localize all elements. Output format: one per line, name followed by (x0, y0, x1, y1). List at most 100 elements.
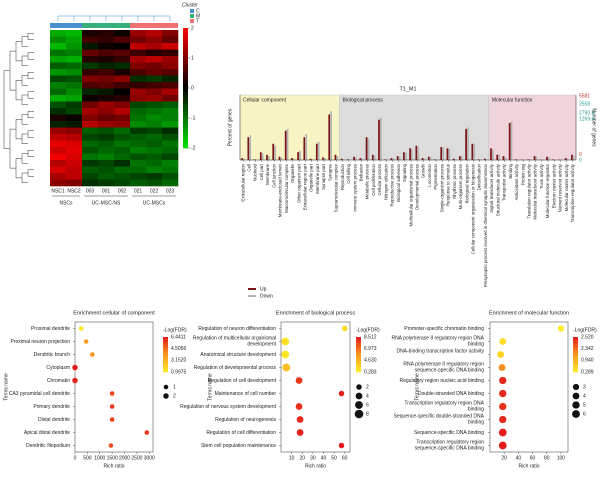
heatmap-cell (66, 179, 83, 187)
heatmap-cell (50, 108, 67, 115)
heatmap-cell (114, 153, 131, 161)
heatmap-cell (146, 114, 163, 122)
colorbar-step (183, 96, 188, 101)
heatmap-cell (98, 95, 115, 102)
term-label: Regulatory region nucleic acid binding (400, 378, 485, 384)
heatmap-cell (98, 127, 115, 135)
bar (378, 119, 380, 160)
heatmap-cell (82, 30, 99, 37)
x-tick-label: Presynaptic process involved in chemical… (483, 163, 488, 287)
x-tick-label: Synapse part (321, 163, 326, 190)
colorbar-step (573, 351, 578, 354)
colorbar-step (183, 68, 188, 73)
heatmap-cell (162, 62, 179, 70)
term-label: Transcription regulatory region sequence… (413, 440, 484, 452)
heatmap-cell (50, 49, 67, 57)
x-axis-label: Rich ratio (103, 463, 124, 469)
colorbar-step (573, 367, 578, 370)
size-legend-label: 5 (583, 402, 586, 408)
heatmap-cell (82, 114, 99, 122)
x-tick-label: 2500 (131, 455, 142, 461)
heatmap-cell (130, 43, 147, 50)
heatmap-cell (98, 36, 115, 44)
colorbar-step (163, 366, 168, 368)
colorbar-step (183, 92, 188, 97)
heatmap-cell (98, 108, 115, 115)
x-tick-label: Cellular process (377, 163, 382, 195)
bar (380, 117, 382, 160)
colorbar-step (183, 40, 188, 45)
term-label: Proximal dendrite (31, 326, 70, 332)
bar (415, 145, 418, 160)
colorbar-step (163, 337, 168, 339)
colorbar-label: 2.342 (581, 346, 594, 352)
x-tick-label: Reproductive process (390, 163, 395, 206)
x-tick-label: 1500 (107, 455, 118, 461)
x-tick-label: Translation regulator activity (526, 163, 531, 219)
x-tick-label: Cell proliferation (371, 163, 376, 195)
colorbar-step (356, 350, 361, 352)
x-tick-label: Organelle (290, 163, 295, 183)
x-tick-label: Extracellular region part (302, 163, 307, 210)
bar (390, 158, 393, 160)
colorbar-step (163, 353, 168, 355)
heatmap-cell (146, 173, 163, 180)
heatmap-cell (98, 153, 115, 161)
heatmap-cell (162, 43, 179, 50)
legend-label: M (196, 13, 200, 19)
bar (529, 159, 532, 160)
bar (460, 156, 463, 160)
colorbar-label: 1 (191, 55, 194, 61)
colorbar-step (573, 364, 578, 367)
x-tick-label: 60 (342, 455, 348, 461)
colorbar-step (183, 132, 188, 137)
colorbar-step (356, 341, 361, 344)
bar (384, 159, 387, 160)
x-tick-label: 40 (516, 455, 522, 461)
bubble (338, 390, 345, 397)
colorbar-step (573, 357, 578, 360)
y-axis-label: Terms name (3, 373, 9, 401)
x-tick-label: 40 (321, 455, 327, 461)
bar (328, 114, 331, 160)
heatmap-cell (162, 30, 179, 37)
column-label: 021 (134, 188, 143, 194)
heatmap-cell (82, 147, 99, 154)
bubble (281, 350, 290, 359)
bar (502, 156, 505, 160)
heatmap-cell (130, 153, 147, 161)
x-tick-label: 30 (310, 455, 316, 461)
legend-label: C (196, 8, 200, 14)
colorbar-label: 3.1520 (171, 358, 187, 364)
x-tick-label: 50 (331, 455, 337, 461)
bar (272, 143, 275, 160)
colorbar-step (163, 357, 168, 360)
chart-title: Enrichment of molecular function (489, 310, 569, 316)
heatmap-cell (82, 140, 99, 148)
heatmap-cell (98, 62, 115, 70)
text-line: binding (466, 342, 484, 348)
colorbar-step (356, 338, 361, 341)
bar (527, 159, 530, 160)
colorbar-step (163, 350, 168, 352)
y-axis-label: Terms name (414, 373, 420, 401)
bar (423, 158, 426, 160)
heatmap-cell (98, 114, 115, 122)
x-axis-label: Rich ratio (305, 463, 326, 469)
heatmap-cell (98, 140, 115, 148)
colorbar-label: 2.520 (581, 334, 594, 340)
cluster-strip (114, 23, 130, 28)
group-label: UC-MSC-NS (92, 200, 121, 206)
heatmap-cell (130, 166, 147, 174)
x-tick-label: Cell killing (346, 163, 351, 183)
colorbar-step (356, 339, 361, 342)
x-tick-label: 20 (299, 455, 305, 461)
heatmap-cell (66, 49, 83, 57)
colorbar-step (356, 342, 361, 345)
heatmap-cell (146, 62, 163, 70)
colorbar-step (356, 361, 361, 364)
colorbar-step (356, 367, 361, 370)
x-tick-label: Cell junction (271, 163, 276, 187)
heatmap-cell (162, 69, 179, 76)
size-legend-label: 4 (366, 393, 369, 399)
